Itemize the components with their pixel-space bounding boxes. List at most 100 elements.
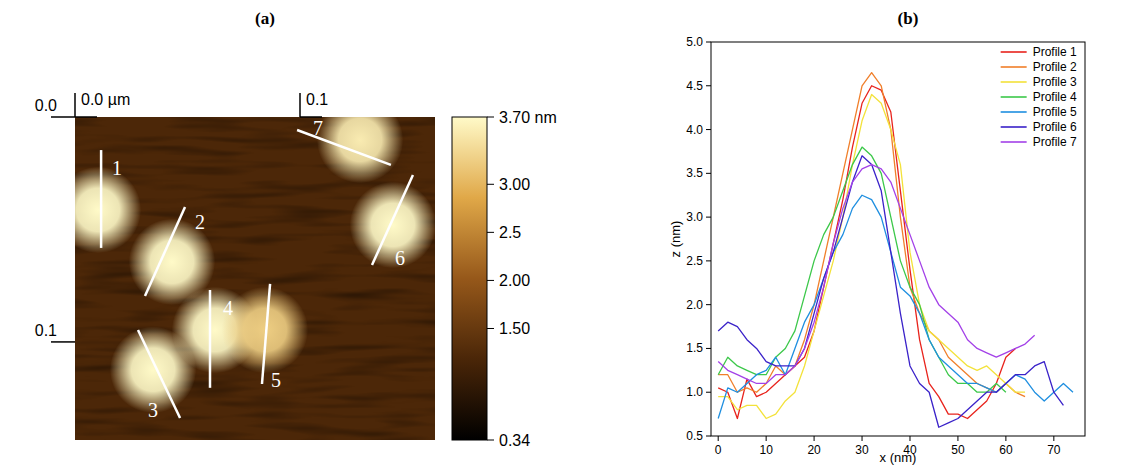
plot-frame [711,42,1085,436]
profile-label: 7 [313,117,323,139]
profile-label: 4 [223,297,233,319]
series-line [718,156,1063,427]
tick [706,260,711,261]
tick [1005,436,1006,441]
colorbar-label: 2.00 [499,272,530,289]
colorbar-label: 2.5 [499,224,521,241]
tick-label: 60 [999,443,1013,457]
series-line [718,165,1034,384]
tick-label: 50 [951,443,965,457]
legend-swatch [1001,96,1027,98]
profile-label: 3 [148,399,158,421]
tick [862,436,863,441]
profile-line [297,130,391,165]
profile-line [145,207,185,296]
tick-label: 20 [807,443,821,457]
figure: (a)12345670.0 µm0.10.00.13.70 nm3.002.52… [0,0,1135,468]
colorbar-tick [487,280,494,281]
tick-label: 2.0 [686,298,703,312]
profile-line [100,150,103,248]
colorbar [452,117,487,440]
legend-swatch [1001,66,1027,68]
tick-label: 0.0 [35,97,57,114]
legend-swatch [1001,51,1027,53]
tick [766,436,767,441]
tick-label: 70 [1047,443,1061,457]
tick [299,93,301,117]
tick [75,116,97,118]
tick-label: 5.0 [686,35,703,49]
axis-title: z (nm) [668,221,683,258]
tick [706,217,711,218]
series-line [718,73,1025,397]
profile-label: 1 [112,157,122,179]
tick-label: 3.5 [686,166,703,180]
legend: Profile 1Profile 2Profile 3Profile 4Prof… [1001,45,1077,149]
profile-label: 5 [271,369,281,391]
tick-label: 0 [715,443,722,457]
profile-line [209,290,212,388]
legend-label: Profile 7 [1033,135,1077,149]
tick-label: 0.1 [306,91,328,108]
tick-label: 4.0 [686,123,703,137]
profile-line [372,175,413,265]
tick [300,116,322,118]
panel-label: (a) [255,9,275,28]
tick [706,348,711,349]
tick [706,85,711,86]
colorbar-label: 0.34 [499,432,530,449]
tick [706,173,711,174]
legend-swatch [1001,126,1027,128]
profile-line [138,330,180,418]
tick [706,42,711,43]
profile-label: 6 [395,247,405,269]
tick [706,129,711,130]
tick [1053,436,1054,441]
lines [718,73,1073,428]
colorbar-tick [487,184,494,185]
tick [706,304,711,305]
tick-label: 1.5 [686,341,703,355]
tick-label: 0.0 µm [81,91,130,108]
tick [814,436,815,441]
tick [706,436,711,437]
afm-image [75,117,435,440]
profile-line [262,284,270,384]
profile-label: 2 [195,211,205,233]
legend-label: Profile 5 [1033,105,1077,119]
legend-label: Profile 6 [1033,120,1077,134]
colorbar-tick [487,232,494,233]
tick-label: 1.0 [686,385,703,399]
tick-label: 0.1 [35,322,57,339]
panel-label: (b) [898,9,919,28]
tick [51,116,75,118]
particle [75,167,141,253]
series-line [718,86,1015,419]
legend-swatch [1001,111,1027,113]
colorbar-label: 3.70 nm [499,109,557,126]
colorbar-label: 1.50 [499,320,530,337]
colorbar-tick [487,117,494,118]
legend-swatch [1001,141,1027,143]
series-line [718,195,1073,418]
colorbar-label: 3.00 [499,176,530,193]
series-line [718,95,1025,419]
legend-label: Profile 4 [1033,90,1077,104]
tick [74,93,76,117]
tick [51,341,75,343]
canvas: (a)12345670.0 µm0.10.00.13.70 nm3.002.52… [0,0,1135,468]
colorbar-tick [487,328,494,329]
particle [317,117,403,183]
axis-title: x (nm) [880,450,917,465]
legend-swatch [1001,81,1027,83]
tick-label: 4.5 [686,79,703,93]
tick-label: 30 [855,443,869,457]
legend-label: Profile 2 [1033,60,1077,74]
tick-label: 10 [759,443,773,457]
particle [350,182,435,268]
tick-label: 2.5 [686,254,703,268]
tick-label: 0.5 [686,429,703,443]
legend-label: Profile 3 [1033,75,1077,89]
tick-label: 3.0 [686,210,703,224]
legend-label: Profile 1 [1033,45,1077,59]
